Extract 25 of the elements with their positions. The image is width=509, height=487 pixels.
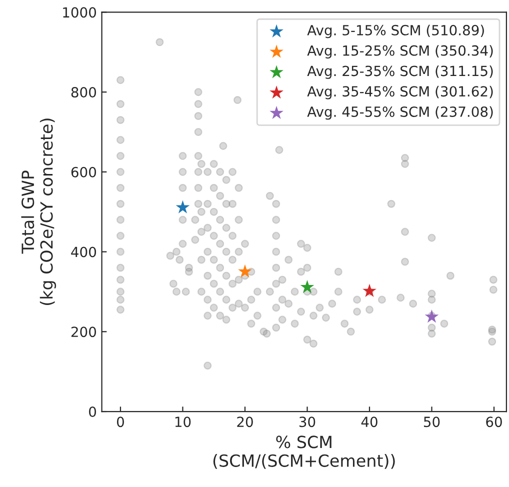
legend-label: Avg. 35-45% SCM (301.62) — [307, 86, 493, 100]
x-tick-label: 0 — [116, 416, 124, 428]
legend-label: Avg. 5-15% SCM (510.89) — [307, 24, 484, 38]
y-axis-title: Total GWP (kg CO2e/CY concrete) — [21, 118, 56, 306]
y-tick-label: 0 — [89, 406, 96, 417]
y-tick-label: 200 — [71, 326, 96, 338]
y-tick-label: 1000 — [63, 7, 96, 18]
x-tick-label: 20 — [237, 416, 253, 428]
x-tick-label: 50 — [424, 416, 440, 428]
legend-label: Avg. 45-55% SCM (237.08) — [307, 106, 493, 120]
point — [176, 200, 190, 214]
point — [424, 310, 439, 323]
x-tick-label: 40 — [361, 416, 378, 428]
legend-label: Avg. 25-35% SCM (311.15) — [307, 65, 493, 79]
y-tick-label: 400 — [71, 246, 96, 258]
x-tick-label: 30 — [299, 416, 316, 428]
y-tick-label: 800 — [71, 87, 96, 98]
point — [300, 280, 314, 294]
point — [362, 284, 376, 297]
x-tick-label: 60 — [486, 416, 502, 428]
legend-label: Avg. 15-25% SCM (350.34) — [307, 45, 493, 59]
y-tick-label: 600 — [71, 166, 96, 178]
x-tick-label: 10 — [175, 416, 191, 428]
x-axis-title: % SCM (SCM/(SCM+Cement)) — [213, 436, 395, 469]
point — [238, 264, 252, 278]
